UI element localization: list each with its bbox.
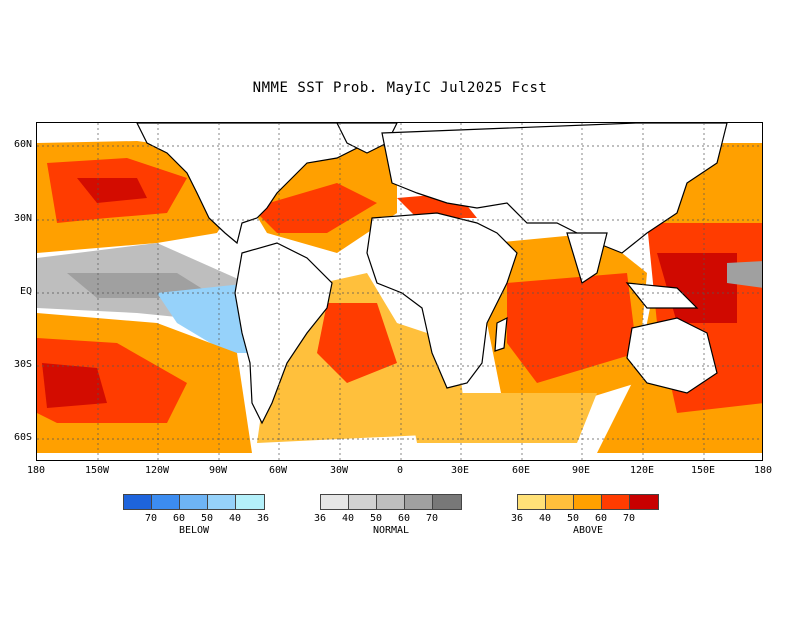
legend-tick: 50 [566,513,580,524]
land-indonesia [625,282,699,309]
legend-tick: 36 [313,513,327,524]
legend-below: 70 60 50 40 36 BELOW [123,494,269,536]
legend-above-swatches [517,494,659,510]
legend-swatch [518,495,546,509]
graticule [37,123,762,460]
legend-swatch [433,495,461,509]
legend-swatch [236,495,264,509]
legend-tick: 70 [144,513,158,524]
legend-swatch [630,495,658,509]
legend-swatch [208,495,236,509]
land-south-america [234,242,333,425]
legend-swatch [602,495,630,509]
legend-swatch [574,495,602,509]
legend-tick: 50 [369,513,383,524]
legend-tick: 40 [228,513,242,524]
lon-label: 150W [84,465,110,476]
land-australia [626,317,718,394]
lat-label-30s: 30S [13,359,32,370]
map-title: NMME SST Prob. MayIC Jul2025 Fcst [252,80,548,96]
legend-below-name: BELOW [178,525,210,536]
lon-label: 180 [26,465,46,476]
legend-tick: 36 [256,513,270,524]
legend-below-swatches [123,494,265,510]
lon-label: 150E [690,465,716,476]
legend-below-ticks: 70 60 50 40 36 [123,513,269,525]
legend-swatch [349,495,377,509]
lat-label-60n: 60N [13,139,32,150]
legend-tick: 60 [594,513,608,524]
lat-label-60s: 60S [13,432,32,443]
shade-npac-core [77,178,147,203]
legend-normal: 36 40 50 60 70 NORMAL [314,494,462,536]
lon-label: 90E [571,465,591,476]
coastlines [136,123,728,425]
lon-label: 90W [208,465,228,476]
legend-above-ticks: 36 40 50 60 70 [511,513,659,525]
shade-satl-strong [317,303,397,383]
legend-tick: 50 [200,513,214,524]
lat-label-30n: 30N [13,213,32,224]
lon-label: 0 [396,465,404,476]
land-madagascar [494,316,508,352]
map-canvas [37,123,762,460]
shade-wpac-normal [727,261,762,288]
legend-above: 36 40 50 60 70 ABOVE [511,494,659,536]
lon-label: 120W [144,465,170,476]
legend-swatch [321,495,349,509]
legend-tick: 36 [510,513,524,524]
legend-tick: 70 [622,513,636,524]
legend-normal-ticks: 36 40 50 60 70 [314,513,462,525]
legend-swatch [377,495,405,509]
legend-tick: 60 [397,513,411,524]
legend-tick: 40 [341,513,355,524]
legend-tick: 60 [172,513,186,524]
lon-label: 30E [450,465,470,476]
probability-shading [37,141,762,453]
legend-normal-name: NORMAL [372,525,410,536]
lon-label: 30W [329,465,349,476]
lon-label: 120E [629,465,655,476]
land-north-america [136,123,368,245]
legend-swatch [405,495,433,509]
land-india [566,232,608,284]
legend-above-name: ABOVE [572,525,604,536]
sst-probability-map [36,122,763,461]
shade-spac-core [42,363,107,408]
legend-swatch [546,495,574,509]
legend-swatch [152,495,180,509]
legend-normal-swatches [320,494,462,510]
legend-swatch [124,495,152,509]
shade-so-above [407,393,597,443]
legend-tick: 40 [538,513,552,524]
lon-label: 60W [268,465,288,476]
legend-tick: 70 [425,513,439,524]
lon-label: 60E [511,465,531,476]
land-africa [366,212,518,389]
shade-io-strong [507,273,637,383]
lon-label: 180 [753,465,773,476]
lat-label-eq: EQ [19,286,32,297]
shade-natl-strong [252,183,377,233]
legend-swatch [180,495,208,509]
land-greenland [336,123,398,154]
